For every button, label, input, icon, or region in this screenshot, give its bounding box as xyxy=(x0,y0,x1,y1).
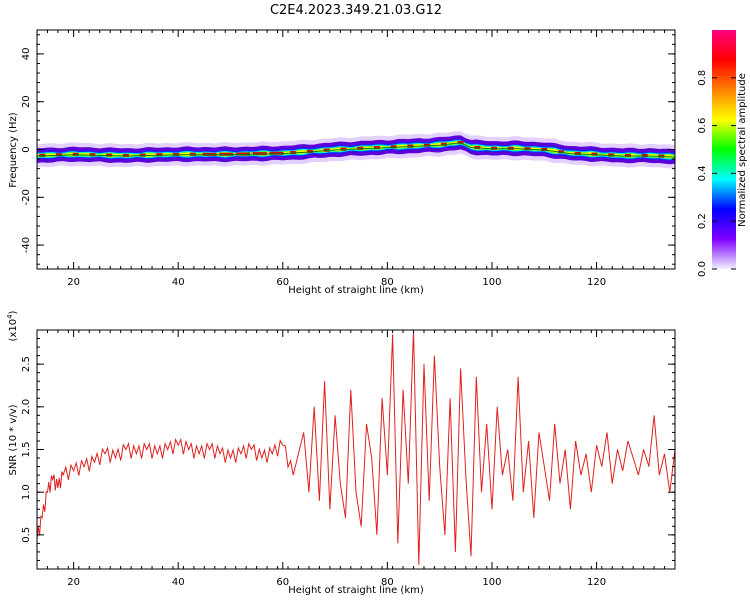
spectrogram-panel: 20 40 60 80 100 120 40 20 0 -20 -40 Height of stra… xyxy=(8,29,676,296)
y-tick-label: 0.5 xyxy=(21,527,32,543)
colorbar-tick-label: 0.0 xyxy=(697,261,708,277)
snr-series-line xyxy=(37,330,675,565)
y-tick-label: 0 xyxy=(21,146,32,152)
x-tick-label: 80 xyxy=(381,577,394,588)
x-tick-label: 60 xyxy=(276,277,289,288)
x-tick-label: 20 xyxy=(67,277,80,288)
y-tick-label: -40 xyxy=(21,237,32,253)
snr-axes: 20 40 60 80 100 120 0.5 1.0 1.5 2.0 2.5 xyxy=(21,329,676,588)
snr-multiplier: (x104) xyxy=(6,310,19,341)
snr-multiplier-exp: 4 xyxy=(6,314,14,319)
x-tick-label: 20 xyxy=(67,577,80,588)
x-tick-label: 40 xyxy=(172,577,185,588)
spectrogram-ylabel: Frequency (Hz) xyxy=(8,112,19,188)
snr-multiplier-base: (x10 xyxy=(8,319,19,342)
colorbar-tick-label: 0.8 xyxy=(697,70,708,86)
colorbar-ticks: 0.0 0.2 0.4 0.6 0.8 xyxy=(697,70,736,277)
x-tick-label: 80 xyxy=(381,277,394,288)
spectrogram-axes: 20 40 60 80 100 120 40 20 0 -20 -40 xyxy=(21,30,676,288)
snr-multiplier-close: ) xyxy=(8,310,19,314)
spectrogram-band xyxy=(37,131,675,169)
snr-ylabel: SNR (10 * v/v) xyxy=(8,404,19,475)
x-tick-label: 40 xyxy=(172,277,185,288)
snr-xlabel: Height of straight line (km) xyxy=(288,585,424,596)
spectrogram-layer xyxy=(37,141,675,159)
colorbar-label: Normalized spectral amplitude xyxy=(737,73,748,227)
colorbar: 0.0 0.2 0.4 0.6 0.8 Normalized spectral ampl… xyxy=(697,30,748,277)
y-tick-label: 40 xyxy=(21,48,32,61)
x-tick-label: 100 xyxy=(482,277,501,288)
spectrogram-xlabel: Height of straight line (km) xyxy=(288,285,424,296)
spectrogram-center-line xyxy=(37,142,675,158)
colorbar-tick-label: 0.2 xyxy=(697,213,708,229)
y-tick-label: 2.0 xyxy=(21,399,32,415)
y-tick-label: 1.5 xyxy=(21,442,32,458)
chart-title: C2E4.2023.349.21.03.G12 xyxy=(270,3,442,18)
x-tick-label: 60 xyxy=(276,577,289,588)
snr-panel: 20 40 60 80 100 120 0.5 1.0 1.5 2.0 2.5 Height of … xyxy=(6,310,676,596)
colorbar-strip xyxy=(712,30,736,269)
colorbar-tick-label: 0.6 xyxy=(697,118,708,134)
x-tick-label: 100 xyxy=(482,577,501,588)
y-tick-label: 2.5 xyxy=(21,356,32,372)
colorbar-tick-label: 0.4 xyxy=(697,165,708,181)
y-tick-label: 20 xyxy=(21,95,32,108)
x-tick-label: 120 xyxy=(587,277,606,288)
x-tick-label: 120 xyxy=(587,577,606,588)
y-tick-label: -20 xyxy=(21,189,32,205)
y-tick-label: 1.0 xyxy=(21,484,32,500)
